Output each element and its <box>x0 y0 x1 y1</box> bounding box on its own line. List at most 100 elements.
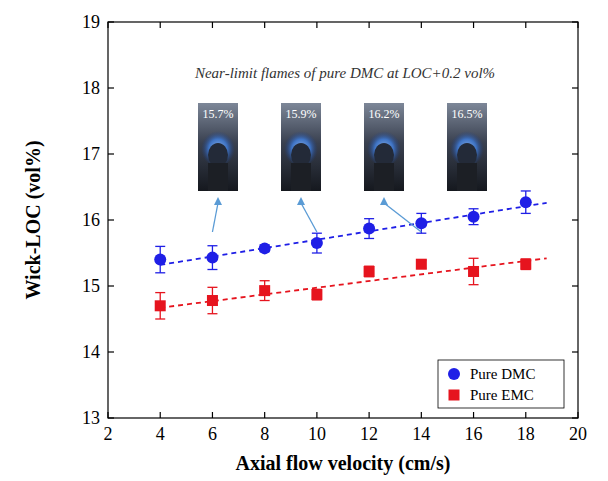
x-tick <box>577 412 578 418</box>
x-tick-top <box>473 22 474 28</box>
point <box>311 237 323 249</box>
y-tick-right <box>572 153 578 154</box>
chart: 2 4 6 8 10 12 14 16 18 20 13 14 15 16 17 18 19 Axial flow… <box>0 0 608 481</box>
point <box>207 295 218 306</box>
y-tick-label: 17 <box>82 144 100 164</box>
arrow <box>380 197 421 232</box>
x-tick-label: 2 <box>104 424 113 444</box>
x-tick-label: 16 <box>465 424 483 444</box>
x-tick-label: 14 <box>412 424 430 444</box>
y-tick-label: 16 <box>82 210 100 230</box>
flame-label: 16.2% <box>369 107 400 121</box>
legend: Pure DMC Pure EMC <box>438 360 564 408</box>
x-tick <box>525 412 526 418</box>
x-tick-label: 4 <box>156 424 165 444</box>
flame-label: 16.5% <box>452 107 483 121</box>
y-tick <box>108 21 114 22</box>
y-tick <box>108 285 114 286</box>
error-bar <box>155 293 165 319</box>
flame-image <box>447 103 487 191</box>
error-bar <box>207 246 217 270</box>
flame-image <box>281 103 321 191</box>
point <box>259 285 270 296</box>
flame-label: 15.7% <box>203 107 234 121</box>
flame-image <box>364 103 404 191</box>
point <box>415 217 427 229</box>
plot-frame <box>108 22 578 418</box>
point <box>416 259 427 270</box>
x-tick-label: 8 <box>260 424 269 444</box>
error-bar <box>469 209 479 225</box>
y-tick-label: 18 <box>82 78 100 98</box>
x-tick <box>264 412 265 418</box>
legend-marker <box>449 390 460 401</box>
y-tick-label: 15 <box>82 276 100 296</box>
y-tick <box>108 153 114 154</box>
x-tick-top <box>160 22 161 28</box>
legend-label: Pure EMC <box>470 387 534 403</box>
x-tick <box>421 412 422 418</box>
x-tick <box>369 412 370 418</box>
x-tick-top <box>525 22 526 28</box>
error-bar <box>521 259 531 270</box>
x-tick-label: 12 <box>360 424 378 444</box>
x-tick-label: 18 <box>517 424 535 444</box>
trend-line <box>160 258 546 308</box>
x-tick-top <box>577 22 578 28</box>
point <box>154 254 166 266</box>
point <box>363 223 375 235</box>
x-tick <box>107 412 108 418</box>
y-tick-right <box>572 21 578 22</box>
y-tick-right <box>572 285 578 286</box>
legend-marker <box>448 368 460 380</box>
error-bar <box>312 233 322 253</box>
flame-label: 15.9% <box>286 107 317 121</box>
legend-label: Pure DMC <box>470 366 535 382</box>
arrow <box>212 197 222 232</box>
y-tick-label: 14 <box>82 342 100 362</box>
flame-image <box>198 103 238 191</box>
error-bar <box>312 289 322 300</box>
y-tick-label: 13 <box>82 408 100 428</box>
point <box>206 252 218 264</box>
point <box>155 300 166 311</box>
marks <box>154 191 546 319</box>
y-tick <box>108 417 114 418</box>
x-tick-top <box>212 22 213 28</box>
trend-line <box>160 203 546 265</box>
point <box>259 242 271 254</box>
x-tick <box>473 412 474 418</box>
y-tick-label: 19 <box>82 12 100 32</box>
error-bar <box>469 258 479 284</box>
y-axis-title: Wick-LOC (vol%) <box>22 140 45 299</box>
point <box>468 211 480 223</box>
x-tick-label: 6 <box>208 424 217 444</box>
x-tick-label: 20 <box>569 424 587 444</box>
error-bar <box>364 219 374 239</box>
point <box>364 266 375 277</box>
error-bar <box>155 246 165 272</box>
x-tick-top <box>421 22 422 28</box>
error-bar <box>207 287 217 313</box>
point <box>468 266 479 277</box>
y-tick <box>108 219 114 220</box>
x-tick-top <box>369 22 370 28</box>
x-tick <box>160 412 161 418</box>
y-tick-right <box>572 219 578 220</box>
y-tick <box>108 87 114 88</box>
error-bar <box>364 266 374 277</box>
x-tick-top <box>107 22 108 28</box>
point <box>520 196 532 208</box>
y-tick-right <box>572 87 578 88</box>
y-tick <box>108 351 114 352</box>
error-bar <box>416 213 426 233</box>
x-axis-title: Axial flow velocity (cm/s) <box>236 452 451 475</box>
arrow <box>297 197 317 232</box>
x-tick-top <box>264 22 265 28</box>
x-tick-label: 10 <box>308 424 326 444</box>
error-bar <box>260 281 270 301</box>
point <box>311 289 322 300</box>
x-tick <box>316 412 317 418</box>
y-tick-right <box>572 351 578 352</box>
error-bar <box>521 191 531 213</box>
